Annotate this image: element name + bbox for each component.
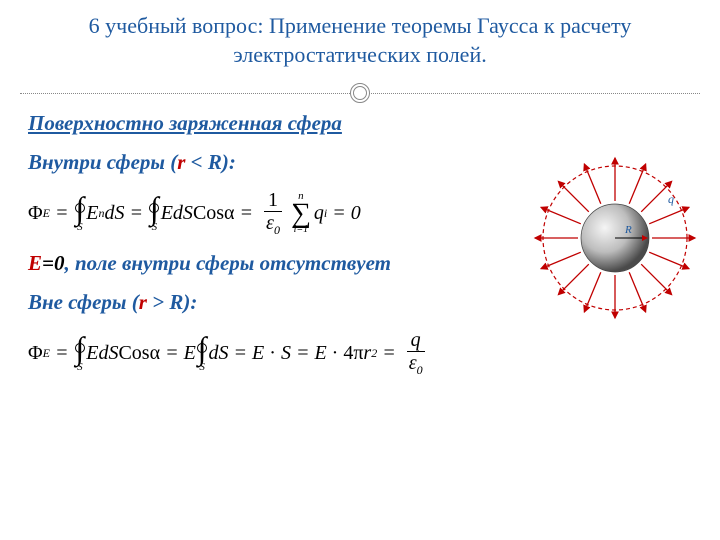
formula-outside: ΦE = ∫S EdSCosα = E ∫S dS = E · S = E · …: [28, 329, 692, 377]
divider: [20, 83, 700, 103]
page-title: 6 учебный вопрос: Применение теоремы Гау…: [30, 12, 690, 69]
label-R: R: [624, 224, 632, 236]
sphere-diagram: R q: [530, 153, 700, 323]
subtitle: Поверхностно заряженная сфера: [28, 111, 692, 136]
label-q: q: [668, 192, 674, 206]
